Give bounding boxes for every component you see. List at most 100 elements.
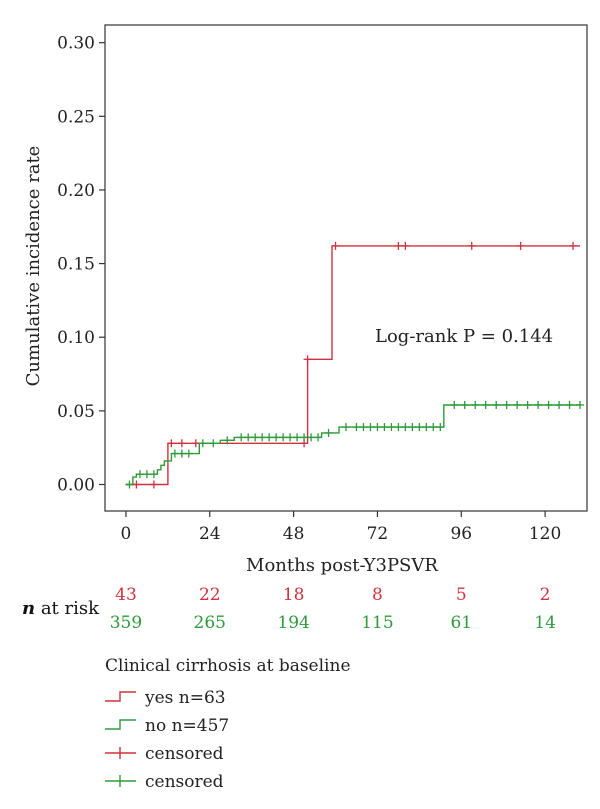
legend-step-symbol — [105, 719, 136, 730]
legend-label: censored — [145, 744, 224, 764]
y-tick-label: 0.10 — [57, 328, 95, 348]
series-1-censor-mark — [209, 439, 218, 448]
series-1-censor-mark — [523, 400, 532, 409]
series-1-censor-mark — [300, 433, 309, 442]
series-1-censor-mark — [544, 400, 553, 409]
series-1-censor-mark — [149, 470, 158, 479]
series-1-censor-mark — [373, 423, 382, 432]
y-tick-label: 0.05 — [57, 402, 95, 422]
series-1-censor-mark — [380, 423, 389, 432]
series-1-censor-mark — [286, 433, 295, 442]
series-1-censor-mark — [387, 423, 396, 432]
series-1-censor-mark — [450, 400, 459, 409]
series-1-censor-mark — [198, 439, 207, 448]
y-tick-label: 0.20 — [57, 181, 95, 201]
series-1-censor-mark — [471, 400, 480, 409]
series-1-censor-mark — [251, 433, 260, 442]
series-0-censor-mark — [132, 480, 141, 489]
series-0-censor-mark — [191, 439, 200, 448]
series-1-censor-mark — [415, 423, 424, 432]
series-1-censor-mark — [307, 433, 316, 442]
series-1-censor-mark — [352, 423, 361, 432]
series-1-censor-mark — [184, 449, 193, 458]
series-1-censor-mark — [436, 423, 445, 432]
at-risk-value: 18 — [283, 585, 305, 605]
x-axis: 0 24 48 72 96 120 — [121, 511, 561, 544]
series-0-censor-mark — [331, 241, 340, 250]
series-1-censor-mark — [394, 423, 403, 432]
at-risk-value: 115 — [361, 613, 393, 633]
series-1-censor-mark — [359, 423, 368, 432]
at-risk-value: 5 — [456, 585, 467, 605]
series-1-censor-mark — [502, 400, 511, 409]
series-0-censor-mark — [467, 241, 476, 250]
series-0-censor-mark — [569, 241, 578, 250]
at-risk-table: n at risk 43 22 18 8 5 2 359 265 194 115 61 14 — [22, 585, 556, 633]
series-1-censor-mark — [401, 423, 410, 432]
series-0-step-line — [126, 245, 580, 486]
series-1-censor-mark — [555, 400, 564, 409]
series-1-censor-mark — [244, 433, 253, 442]
series-1-step-line — [126, 404, 580, 486]
series-0-censor-mark — [394, 241, 403, 250]
series-1-censor-mark — [422, 423, 431, 432]
series-1-censor-mark — [429, 423, 438, 432]
series-1-censor-mark — [342, 423, 350, 432]
series-0-censor-mark — [167, 439, 176, 448]
y-axis-label: Cumulative incidence rate — [23, 146, 44, 387]
series-1-censor-mark — [135, 470, 144, 479]
legend-label: yes n=63 — [144, 688, 226, 708]
x-tick-label: 24 — [199, 524, 221, 544]
series-1-censor-mark — [534, 400, 543, 409]
legend-label: no n=457 — [145, 716, 229, 736]
series-1-censor-mark — [258, 433, 267, 442]
series-1-censor-mark — [314, 433, 323, 442]
legend-step-symbol — [105, 691, 136, 702]
series-1-censor-mark — [272, 433, 281, 442]
series-1-censor-mark — [223, 436, 232, 445]
series-1-censor-mark — [279, 433, 288, 442]
series-1-censor-mark — [460, 400, 469, 409]
x-axis-label: Months post-Y3PSVR — [246, 555, 438, 576]
legend: Clinical cirrhosis at baseline yes n=63 n… — [105, 656, 351, 792]
at-risk-value: 2 — [540, 585, 551, 605]
at-risk-value: 43 — [115, 585, 137, 605]
series-1-censor-mark — [293, 433, 302, 442]
y-axis: 0.00 0.05 0.10 0.15 0.20 0.25 0.30 — [57, 34, 105, 495]
series-1-censor-mark — [366, 423, 375, 432]
plot-frame — [104, 24, 588, 512]
at-risk-value: 61 — [450, 613, 472, 633]
x-tick-label: 0 — [121, 524, 132, 544]
at-risk-label: n at risk — [22, 598, 100, 619]
at-risk-n: n — [22, 598, 35, 619]
legend-title: Clinical cirrhosis at baseline — [105, 656, 351, 676]
series-1-censor-mark — [492, 400, 501, 409]
y-tick-label: 0.15 — [57, 255, 95, 275]
at-risk-value: 265 — [194, 613, 226, 633]
y-tick-label: 0.00 — [57, 475, 95, 495]
series-1-censor-mark — [177, 449, 186, 458]
legend-label: censored — [145, 772, 224, 792]
series-1-censor-mark — [576, 400, 585, 409]
series-1-censor-mark — [170, 449, 179, 458]
x-tick-label: 96 — [450, 524, 472, 544]
series-0-censor-mark — [303, 355, 312, 364]
y-tick-label: 0.25 — [57, 107, 95, 127]
curves — [125, 241, 585, 489]
series-1-censor-mark — [408, 423, 417, 432]
series-1-censor-mark — [513, 400, 522, 409]
x-tick-label: 72 — [367, 524, 389, 544]
at-risk-value: 359 — [110, 613, 142, 633]
x-tick-label: 120 — [529, 524, 561, 544]
series-1-censor-mark — [142, 470, 151, 479]
series-0-censor-mark — [149, 480, 158, 489]
series-1-censor-mark — [125, 480, 134, 489]
series-1-censor-mark — [481, 400, 490, 409]
series-1-censor-mark — [565, 400, 574, 409]
at-risk-value: 14 — [534, 613, 556, 633]
series-1-censor-mark — [324, 428, 333, 437]
series-0-censor-mark — [516, 241, 525, 250]
at-risk-value: 194 — [277, 613, 309, 633]
at-risk-value: 8 — [372, 585, 383, 605]
